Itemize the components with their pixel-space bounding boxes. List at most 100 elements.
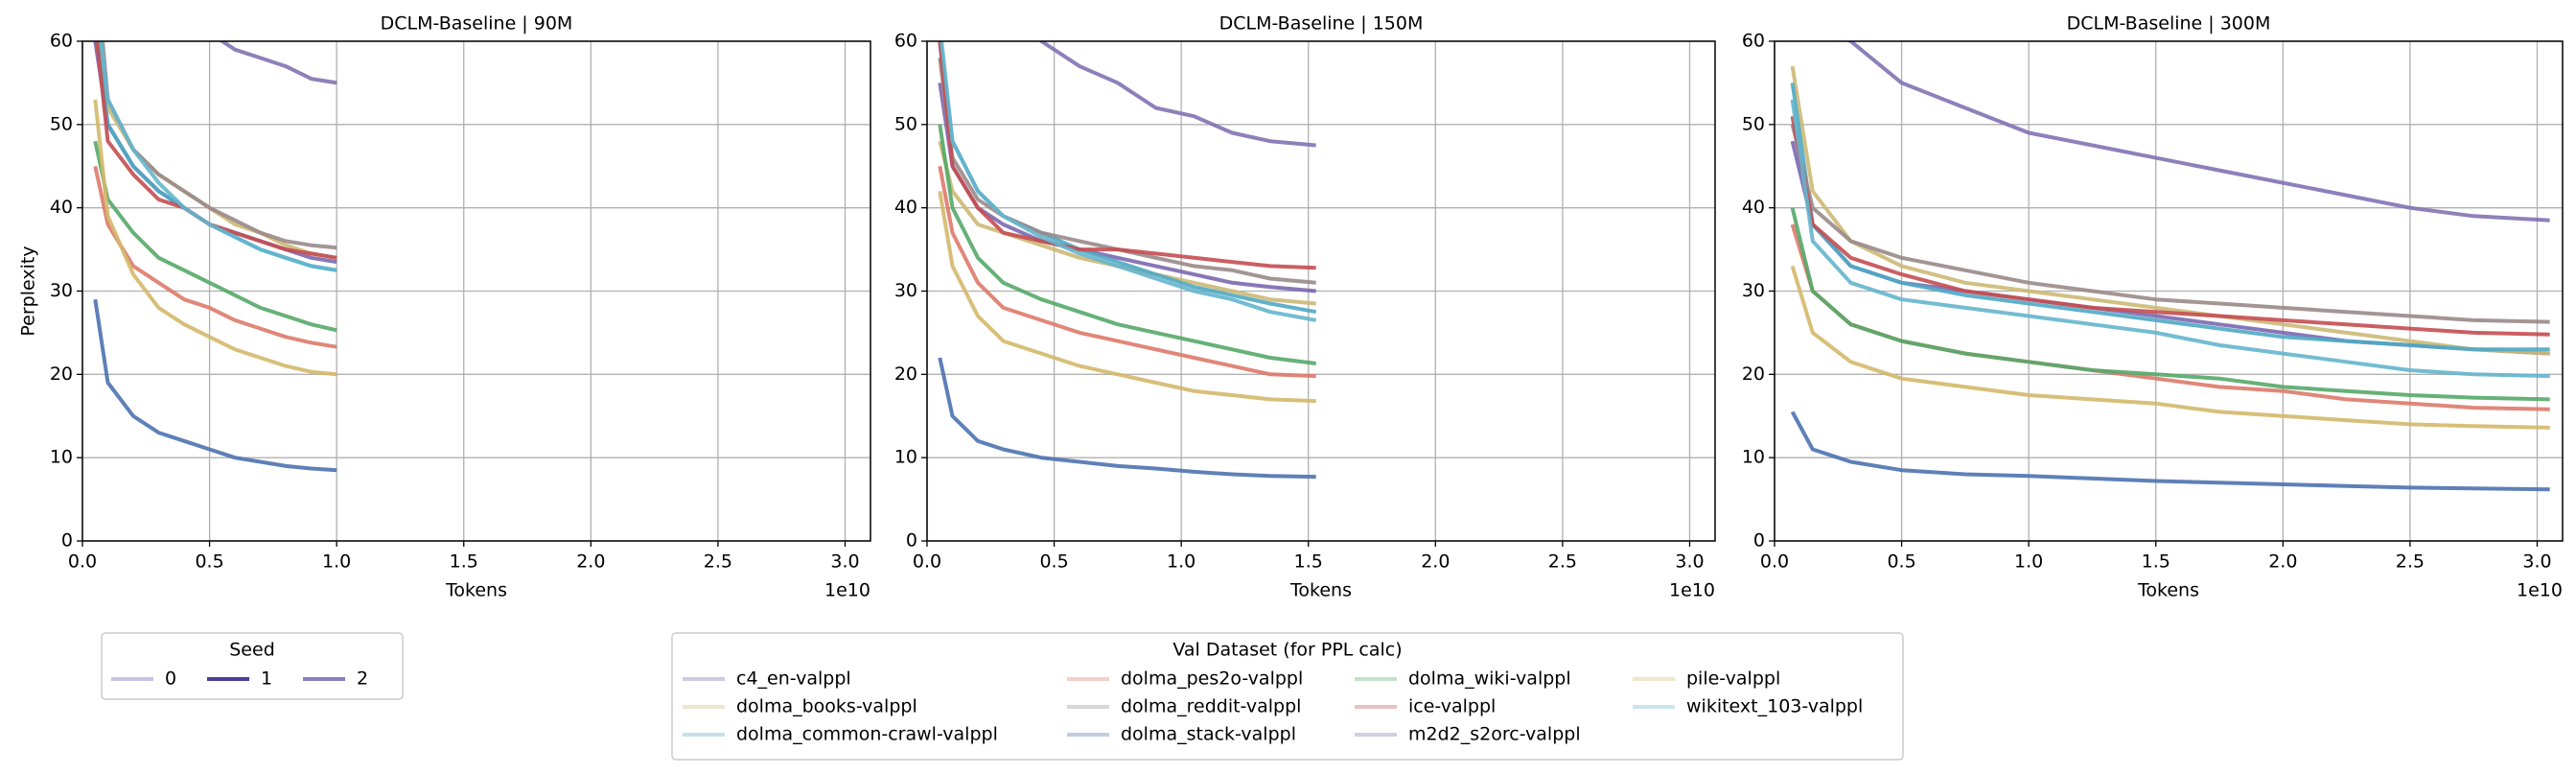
- series-line: [938, 357, 1316, 480]
- y-tick-label: 20: [1742, 364, 1765, 385]
- lines: [938, 41, 1317, 480]
- panel-title: DCLM-Baseline | 90M: [381, 13, 573, 35]
- y-tick-label: 10: [894, 447, 917, 468]
- x-tick-label: 2.5: [704, 551, 732, 573]
- x-tick-label: 1.0: [322, 551, 351, 573]
- y-tick-label: 60: [1742, 31, 1765, 52]
- x-offset-label: 1e10: [824, 580, 870, 601]
- y-tick-label: 10: [1742, 447, 1765, 468]
- lines: [1790, 41, 2550, 492]
- series-line: [1790, 410, 2550, 492]
- legend-label: dolma_pes2o-valppl: [1121, 668, 1303, 690]
- x-tick-label: 0.5: [1887, 551, 1915, 573]
- x-tick-label: 0.5: [195, 551, 223, 573]
- series-line: [93, 140, 337, 333]
- axes-frame: [1774, 40, 2564, 542]
- series-line: [938, 140, 1316, 306]
- x-axis-label: Tokens: [1289, 580, 1352, 601]
- legend-frame: [671, 632, 1904, 761]
- series-line: [1790, 115, 2550, 337]
- x-tick-label: 2.0: [2268, 551, 2297, 573]
- y-tick-label: 0: [1753, 530, 1765, 551]
- x-axis-label: Tokens: [445, 580, 507, 601]
- x-tick-label: 2.5: [2396, 551, 2425, 573]
- panel-title: DCLM-Baseline | 150M: [1219, 13, 1424, 35]
- y-tick-label: 40: [50, 197, 73, 218]
- legend-label: dolma_wiki-valppl: [1408, 668, 1571, 690]
- series-line: [938, 82, 1316, 293]
- y-tick-label: 20: [50, 364, 73, 385]
- x-tick-label: 2.0: [1421, 551, 1450, 573]
- y-tick-label: 40: [894, 197, 917, 218]
- panel: 0.0 0.5 1.0 1.5 2.0 2.5 3.0 0 10 20 30 40 50 60 DCLM-B…: [1742, 13, 2564, 601]
- series-line: [99, 41, 337, 272]
- series-line: [93, 298, 337, 473]
- x-tick-label: 1.0: [2014, 551, 2043, 573]
- x-tick-label: 3.0: [1675, 551, 1704, 573]
- series-line: [1845, 41, 2550, 223]
- series-line: [101, 41, 337, 250]
- x-offset-label: 1e10: [1669, 580, 1715, 601]
- y-axis-label: Perplexity: [18, 246, 39, 336]
- series-line: [93, 99, 337, 377]
- y-tick-label: 60: [894, 31, 917, 52]
- legend-label: 2: [357, 668, 368, 690]
- series-line: [98, 41, 337, 260]
- lines: [93, 41, 337, 473]
- legend-label: 1: [261, 668, 272, 690]
- series-line: [940, 41, 1317, 322]
- legend-title: Seed: [229, 640, 275, 661]
- legend-frame: [101, 632, 404, 700]
- series-line: [938, 41, 1316, 270]
- legend-title: Val Dataset (for PPL calc): [1172, 640, 1402, 661]
- y-tick-label: 30: [894, 280, 917, 301]
- legend-label: wikitext_103-valppl: [1686, 696, 1863, 717]
- x-tick-label: 2.0: [576, 551, 605, 573]
- legend-label: c4_en-valppl: [736, 668, 851, 690]
- y-tick-label: 30: [50, 280, 73, 301]
- y-tick-label: 50: [50, 113, 73, 134]
- x-tick-label: 3.0: [830, 551, 859, 573]
- series-line: [219, 41, 337, 85]
- series-line: [1790, 82, 2550, 352]
- legend-label: ice-valppl: [1408, 696, 1496, 717]
- series-line: [95, 41, 337, 260]
- series-line: [1038, 41, 1316, 148]
- legend-label: dolma_reddit-valppl: [1121, 696, 1301, 717]
- legend-label: pile-valppl: [1686, 668, 1780, 690]
- series-line: [1790, 124, 2550, 324]
- panel-title: DCLM-Baseline | 300M: [2067, 13, 2271, 35]
- series-line: [1790, 207, 2550, 402]
- x-tick-label: 0.5: [1039, 551, 1068, 573]
- x-tick-label: 0.0: [913, 551, 941, 573]
- legend-label: dolma_stack-valppl: [1121, 724, 1296, 745]
- y-tick-label: 0: [61, 530, 73, 551]
- y-tick-label: 50: [1742, 113, 1765, 134]
- x-offset-label: 1e10: [2517, 580, 2563, 601]
- series-line: [938, 190, 1316, 404]
- y-tick-label: 50: [894, 113, 917, 134]
- legend-label: dolma_books-valppl: [736, 696, 917, 717]
- x-tick-label: 3.0: [2522, 551, 2551, 573]
- legend-label: 0: [165, 668, 176, 690]
- legend-label: dolma_common-crawl-valppl: [736, 724, 998, 745]
- x-tick-label: 1.0: [1167, 551, 1195, 573]
- series-line: [938, 58, 1316, 285]
- x-tick-label: 0.0: [68, 551, 97, 573]
- legend-label: m2d2_s2orc-valppl: [1408, 724, 1581, 745]
- y-tick-label: 30: [1742, 280, 1765, 301]
- x-tick-label: 1.5: [2142, 551, 2170, 573]
- x-tick-label: 1.5: [450, 551, 478, 573]
- series-line: [938, 124, 1316, 365]
- x-tick-label: 0.0: [1760, 551, 1789, 573]
- x-tick-label: 2.5: [1548, 551, 1577, 573]
- axes-frame: [81, 40, 871, 542]
- series-line: [1790, 99, 2550, 379]
- panel: 0.0 0.5 1.0 1.5 2.0 2.5 3.0 0 10 20 30 40 50 60 DCLM-B…: [894, 13, 1716, 601]
- axes-frame: [926, 40, 1716, 542]
- x-axis-label: Tokens: [2137, 580, 2199, 601]
- series-line: [1790, 265, 2550, 430]
- y-tick-label: 40: [1742, 197, 1765, 218]
- series-line: [938, 165, 1316, 379]
